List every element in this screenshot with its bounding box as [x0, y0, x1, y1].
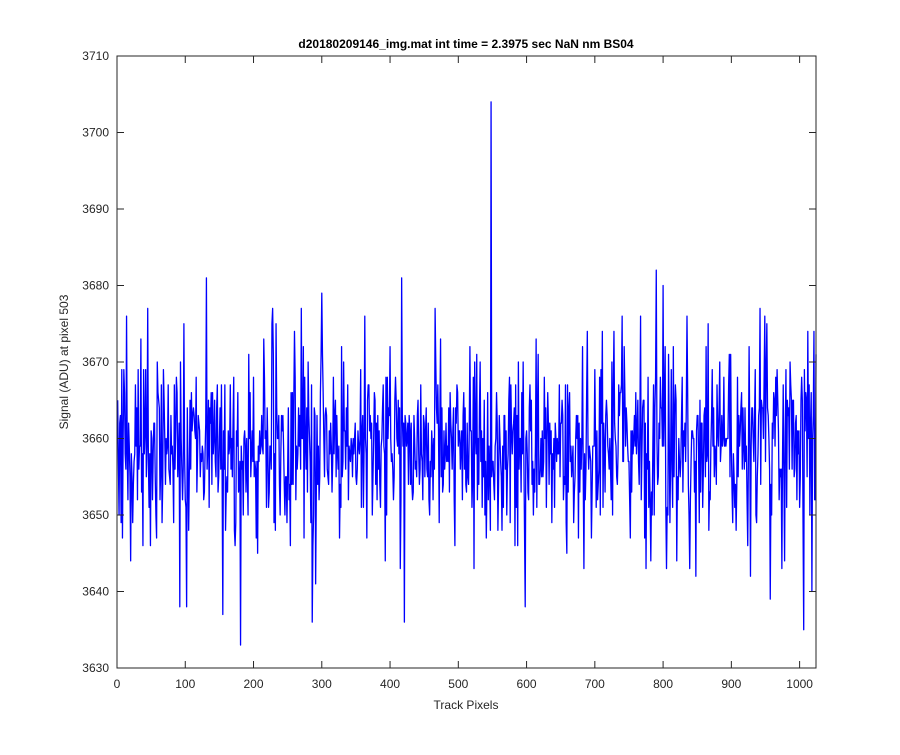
x-tick-label: 400: [380, 677, 400, 691]
y-tick-label: 3640: [82, 585, 109, 599]
series-line: [117, 101, 817, 646]
plot-background: [117, 56, 816, 668]
series-layer: [117, 101, 817, 646]
y-axis-ticks: 3630 3640 3650 3660 3670 3680 3690 3700 3710: [82, 49, 816, 675]
y-tick-label: 3710: [82, 49, 109, 63]
y-tick-label: 3680: [82, 279, 109, 293]
x-tick-label: 500: [448, 677, 468, 691]
y-tick-label: 3700: [82, 126, 109, 140]
x-tick-label: 800: [653, 677, 673, 691]
y-tick-label: 3660: [82, 432, 109, 446]
x-tick-label: 1000: [786, 677, 813, 691]
x-tick-label: 300: [312, 677, 332, 691]
plot-box: [116, 55, 817, 669]
x-axis-ticks: 0 100 200 300 400 500 600 700 800 900 1000: [114, 56, 813, 691]
y-tick-label: 3650: [82, 508, 109, 522]
chart-title: d20180209146_img.mat int time = 2.3975 s…: [298, 37, 634, 51]
y-tick-label: 3630: [82, 661, 109, 675]
x-tick-label: 700: [585, 677, 605, 691]
x-tick-label: 900: [721, 677, 741, 691]
x-axis-label: Track Pixels: [434, 698, 499, 712]
y-axis-label: Signal (ADU) at pixel 503: [57, 294, 71, 429]
y-tick-label: 3670: [82, 355, 109, 369]
x-tick-label: 0: [114, 677, 121, 691]
x-tick-label: 100: [175, 677, 195, 691]
y-tick-label: 3690: [82, 202, 109, 216]
x-tick-label: 600: [517, 677, 537, 691]
x-tick-label: 200: [244, 677, 264, 691]
